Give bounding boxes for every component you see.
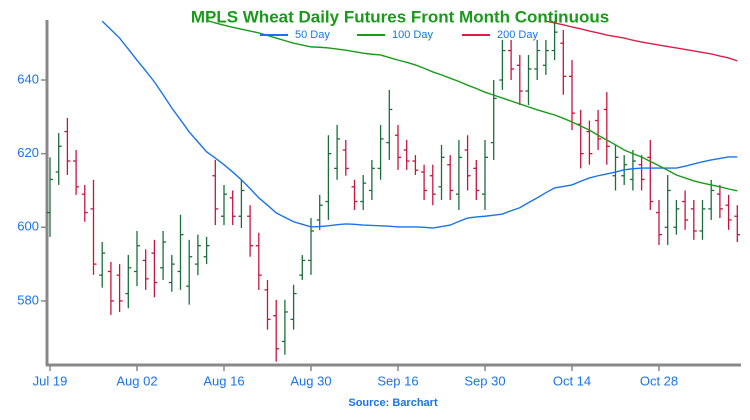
x-tick-label: Aug 02: [116, 373, 157, 388]
x-tick-label: Aug 16: [203, 373, 244, 388]
plot-area: [47, 21, 740, 362]
x-tick-label: Oct 14: [553, 373, 591, 388]
moving-averages: [101, 20, 738, 229]
y-tick-label: 640: [17, 71, 39, 86]
y-tick-label: 580: [17, 292, 39, 307]
x-tick-label: Jul 19: [33, 373, 68, 388]
moving-average-line: [206, 20, 738, 192]
x-tick-label: Oct 28: [640, 373, 678, 388]
source: Source: Barchart: [348, 397, 438, 409]
x-tick-label: Aug 30: [290, 373, 331, 388]
moving-average-line: [545, 20, 738, 62]
x-tick-label: Sep 30: [464, 373, 505, 388]
legend-label: 100 Day: [392, 29, 433, 41]
chart-title: MPLS Wheat Daily Futures Front Month Con…: [191, 7, 609, 26]
y-tick-label: 600: [17, 219, 39, 234]
legend-label: 50 Day: [295, 29, 330, 41]
y-tick-label: 620: [17, 145, 39, 160]
moving-average-line: [101, 20, 738, 229]
legend-label: 200 Day: [497, 29, 538, 41]
x-tick-label: Sep 16: [377, 373, 418, 388]
